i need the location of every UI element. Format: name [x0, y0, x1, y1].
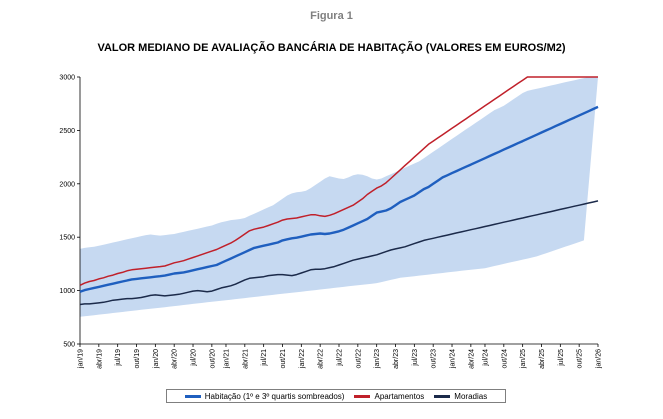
x-tick-label: jul/19 [115, 349, 122, 367]
x-tick-label: abr/21 [242, 349, 249, 369]
legend-label-habitacao: Habitação (1º e 3º quartis sombreados) [204, 391, 345, 401]
legend-item-habitacao: Habitação (1º e 3º quartis sombreados) [184, 391, 345, 401]
legend-item-moradias: Moradias [434, 392, 487, 401]
legend-label-moradias: Moradias [454, 391, 488, 401]
x-tick-label: jul/22 [337, 349, 344, 367]
x-tick-label: out/21 [280, 349, 287, 369]
x-tick-label: jan/20 [153, 349, 160, 369]
y-tick-label: 500 [63, 342, 75, 349]
series-line-2 [79, 200, 599, 306]
x-tick-label: out/20 [209, 349, 216, 369]
x-tick-label: jan/23 [374, 349, 381, 369]
x-tick-label: abr/25 [539, 349, 546, 369]
x-tick-label: jan/22 [299, 349, 306, 369]
quartile-band [80, 77, 598, 317]
y-tick-label: 2000 [59, 181, 75, 188]
x-tick-label: jul/24 [482, 349, 489, 367]
legend-label-apartamentos: Apartamentos [374, 391, 425, 401]
chart-title: VALOR MEDIANO DE AVALIAÇÃO BANCÁRIA DE H… [97, 42, 566, 54]
x-tick-label: jan/21 [223, 349, 230, 369]
x-tick-label: abr/19 [96, 349, 103, 369]
x-tick-label: out/19 [134, 349, 141, 369]
x-tick-label: abr/20 [172, 349, 179, 369]
x-tick-label: jul/23 [412, 349, 419, 367]
x-tick-label: abr/23 [393, 349, 400, 369]
x-tick-label: jan/24 [450, 349, 457, 369]
y-tick-label: 2500 [59, 128, 75, 135]
legend-swatch-apartamentos [354, 394, 371, 398]
series-line-0 [79, 105, 599, 293]
x-tick-label: out/24 [501, 349, 508, 369]
series-line-1 [79, 76, 598, 286]
legend-item-apartamentos: Apartamentos [354, 392, 424, 401]
x-tick-label: jan/25 [520, 349, 527, 369]
x-tick-label: jan/26 [596, 349, 603, 369]
x-tick-label: jul/21 [261, 349, 268, 367]
y-tick-label: 1000 [59, 288, 75, 295]
figure-label: Figura 1 [310, 10, 353, 22]
x-tick-label: abr/22 [318, 349, 325, 369]
x-tick-label: out/22 [355, 349, 362, 369]
x-tick-label: out/25 [577, 349, 584, 369]
x-tick-label: jul/25 [558, 349, 565, 367]
y-tick-label: 1500 [59, 235, 75, 242]
x-tick-label: jul/20 [191, 349, 198, 367]
legend-swatch-moradias [434, 394, 451, 398]
x-tick-label: abr/24 [468, 349, 475, 369]
x-tick-label: out/23 [431, 349, 438, 369]
legend-swatch-habitacao [184, 394, 201, 398]
y-tick-label: 3000 [59, 75, 75, 82]
chart-legend: Habitação (1º e 3º quartis sombreados) A… [166, 389, 506, 403]
x-tick-label: jan/19 [78, 349, 85, 369]
